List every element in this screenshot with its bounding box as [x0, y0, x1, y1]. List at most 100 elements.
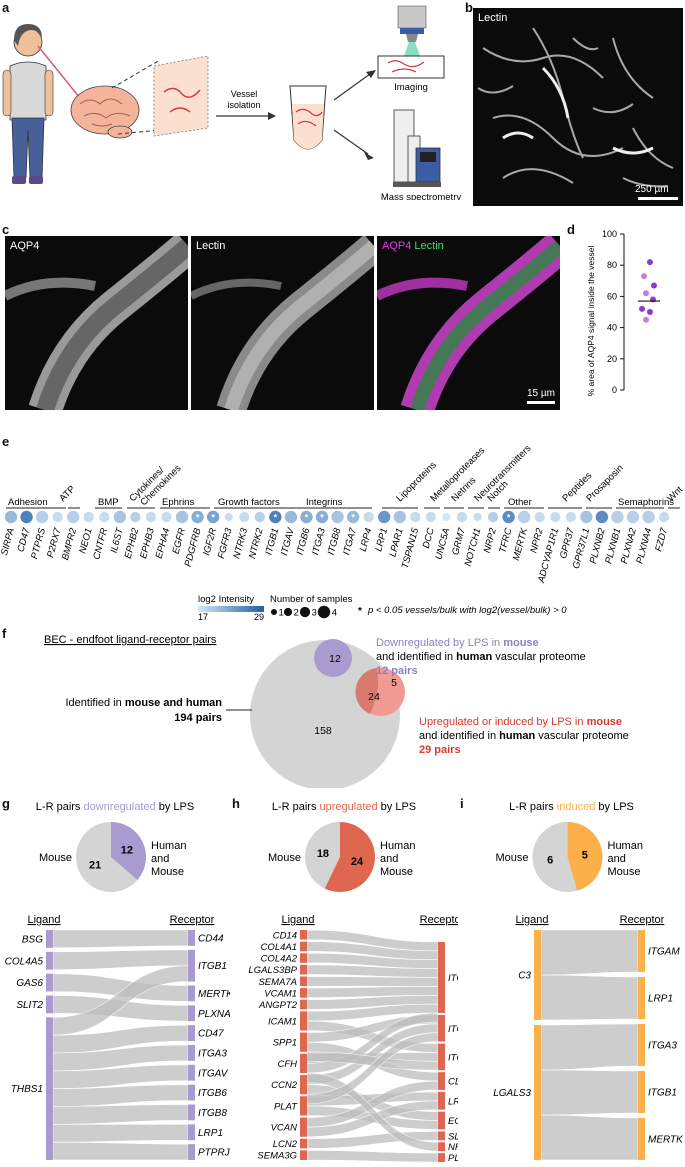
e-dot — [346, 510, 360, 524]
pie-mouse-value: 18 — [317, 848, 329, 860]
e-dot — [642, 510, 655, 524]
d-tick-label: 60 — [607, 291, 617, 301]
receptor-bar — [438, 1043, 445, 1071]
receptor-bar — [188, 949, 195, 982]
receptor-header: Receptor — [170, 914, 215, 926]
pie-both-label-3: Mouse — [151, 866, 184, 878]
sankey-link — [52, 1044, 189, 1072]
cat-growth: Growth factors — [218, 497, 280, 508]
panel-label-h: h — [232, 796, 240, 811]
f-red-l1: Upregulated or induced by LPS in mouse — [419, 716, 622, 728]
mass-spec-label: Mass spectrometry — [381, 192, 461, 200]
legend-intensity-min: 17 — [198, 612, 208, 621]
sankey-links — [540, 929, 639, 1161]
e-dot — [393, 510, 406, 524]
ligand-label: SPP1 — [273, 1038, 297, 1049]
e-dot — [331, 510, 344, 524]
receptor-bar — [638, 1024, 645, 1066]
lr-title-highlight: downregulated — [83, 801, 155, 813]
lr-title-pre: L-R pairs — [509, 801, 557, 813]
pie-both-value: 24 — [351, 856, 364, 868]
ligand-bar — [534, 1025, 541, 1160]
ligand-label: BSG — [22, 934, 43, 945]
legend-star: * — [358, 606, 362, 617]
receptor-bar — [188, 930, 195, 946]
panel-label-c: c — [2, 222, 10, 237]
e-dot — [269, 510, 282, 524]
tissue-slab — [153, 55, 209, 137]
e-gene-label: CNTFR — [91, 527, 110, 561]
e-gene-label: NRP2 — [482, 526, 499, 554]
pie-mouse-label: Mouse — [495, 852, 528, 864]
pie-both-label-1: Human — [608, 840, 643, 852]
aqp4-vessel — [5, 236, 188, 410]
receptor-label: LRP1 — [448, 1096, 458, 1107]
e-dot — [52, 511, 63, 523]
pie-both-slice — [111, 822, 146, 880]
ligand-label: CD14 — [273, 930, 297, 941]
ligand-bar — [300, 1011, 307, 1031]
pie-both-label-2: and — [151, 853, 169, 865]
e-dot — [315, 510, 329, 524]
e-dot — [83, 511, 94, 523]
sankey-link — [52, 1104, 189, 1125]
panel-d-chart: % area of AQP4 signal inside the vessel … — [586, 229, 660, 396]
scale-text-b: 250 µm — [635, 184, 669, 195]
aqp4-label: AQP4 — [10, 240, 40, 252]
ligand-label: ICAM1 — [268, 1016, 297, 1027]
e-size-legend-dot — [283, 607, 293, 617]
ligand-bar — [300, 953, 307, 963]
e-dot — [145, 511, 157, 523]
receptor-label: ITGA3 — [648, 1041, 677, 1052]
receptor-header: Receptor — [620, 914, 665, 926]
ligand-label: SEMA3G — [257, 1151, 297, 1162]
receptor-label: ITGB1 — [648, 1088, 677, 1099]
ligand-label: VCAM1 — [264, 988, 297, 999]
d-point — [639, 305, 645, 312]
vessel-isolation-l1: Vessel — [231, 89, 258, 99]
f-purple-l2b: human — [456, 651, 492, 663]
lectin-image-b: Lectin 250 µm — [473, 8, 683, 206]
receptor-bar — [188, 985, 195, 1002]
ligand-label: CCN2 — [271, 1080, 298, 1091]
e-gene-label: NPR2 — [528, 526, 545, 554]
e-dot — [67, 510, 80, 524]
f-purple-l2c: vascular proteome — [492, 651, 586, 663]
merge-vessel — [377, 236, 560, 410]
receptor-label: SLC22A17 — [448, 1131, 458, 1142]
ligand-bar — [46, 951, 53, 970]
ligand-bar — [300, 999, 307, 1010]
receptor-bar — [188, 1104, 195, 1121]
ligand-bar — [300, 1032, 307, 1052]
ligand-label: COL4A5 — [5, 956, 44, 967]
ligand-bar — [46, 995, 53, 1014]
aqp4-image: AQP4 — [5, 236, 188, 410]
d-tick-label: 20 — [607, 354, 617, 364]
merge-label: AQP4 Lectin — [382, 240, 444, 252]
panel-label-i: i — [460, 796, 464, 811]
pie-both-value: 12 — [121, 845, 133, 857]
vessel-network-b — [477, 27, 674, 188]
cat-adhesion: Adhesion — [8, 497, 48, 508]
ligand-label: SLIT2 — [16, 1000, 43, 1011]
e-categories: Adhesion ATP BMP Cytokines/ Chemokines E… — [6, 443, 685, 509]
e-size-legend-dot — [270, 608, 278, 616]
e-star: * — [507, 513, 511, 523]
e-star: * — [351, 513, 355, 523]
legend-intensity-gradient — [198, 606, 264, 612]
f-purple-l3: 12 pairs — [376, 665, 418, 677]
venn-overlap — [355, 668, 379, 714]
e-size-legend-dot — [299, 606, 311, 618]
ligand-label: CFH — [277, 1059, 297, 1070]
receptor-bar — [188, 1084, 195, 1101]
e-gene-label: EPHA4 — [154, 527, 173, 560]
sankey-links — [306, 929, 439, 1163]
e-dot — [534, 511, 545, 523]
e-star: * — [196, 513, 200, 523]
ligand-header: Ligand — [27, 914, 60, 926]
e-dot — [20, 510, 33, 524]
receptor-bar — [438, 1142, 445, 1152]
e-dot — [191, 510, 204, 524]
ligand-label: COL4A2 — [261, 954, 298, 965]
vessel-isolation-l2: isolation — [227, 100, 260, 110]
